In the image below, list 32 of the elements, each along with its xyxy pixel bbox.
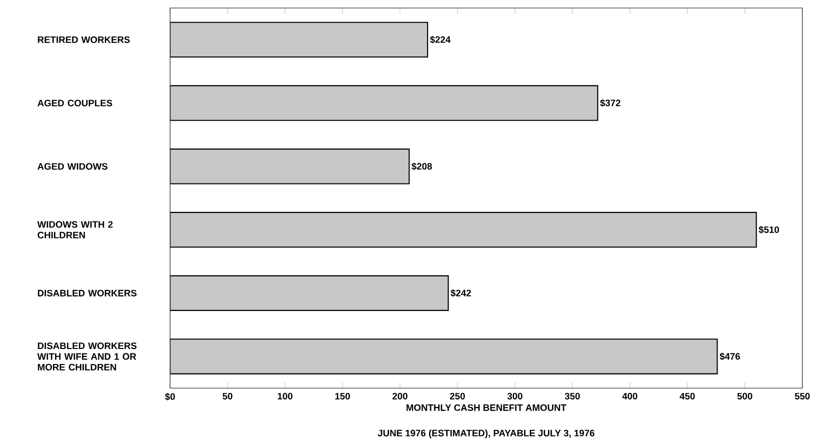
bar	[170, 275, 449, 311]
data-label: $372	[600, 99, 620, 107]
x-tick-label: 150	[335, 392, 350, 400]
y-tick-label: RETIRED WORKERS	[38, 36, 130, 43]
bar	[170, 212, 757, 248]
x-tick-label: 100	[278, 392, 292, 400]
x-tick-label: $0	[165, 392, 175, 400]
text: JUNE 1976 (ESTIMATED), PAYABLE JULY 3, 1976	[378, 429, 594, 438]
bar	[170, 85, 598, 121]
y-tick-label: WIDOWS WITH 2 CHILDREN	[37, 221, 113, 238]
data-label: $510	[758, 226, 779, 234]
y-tick-label: AGED WIDOWS	[38, 163, 108, 170]
y-tick-label: DISABLED WORKERS WITH WIFE AND 1 OR MORE CHILDREN	[37, 342, 137, 370]
bar	[170, 338, 718, 374]
y-tick-label: DISABLED WORKERS	[38, 290, 137, 296]
data-label: $208	[412, 162, 432, 170]
x-tick-label: 250	[450, 392, 465, 400]
x-tick-label: 300	[507, 392, 522, 400]
x-tick-label: 500	[737, 392, 752, 400]
x-tick-label: 350	[564, 392, 580, 400]
data-label: $476	[720, 352, 740, 360]
x-tick-label: 50	[222, 392, 232, 400]
x-tick-label: 200	[392, 392, 408, 400]
data-label: $224	[430, 36, 451, 44]
x-tick-label: 450	[680, 392, 695, 400]
x-tick-label: 550	[794, 392, 810, 400]
x-axis-title: MONTHLY CASH BENEFIT AMOUNT	[406, 404, 566, 411]
data-label: $242	[450, 289, 471, 297]
x-tick-label: 400	[622, 392, 638, 400]
bar	[170, 148, 410, 184]
bar	[170, 22, 428, 58]
y-tick-label: AGED COUPLES	[38, 100, 112, 106]
